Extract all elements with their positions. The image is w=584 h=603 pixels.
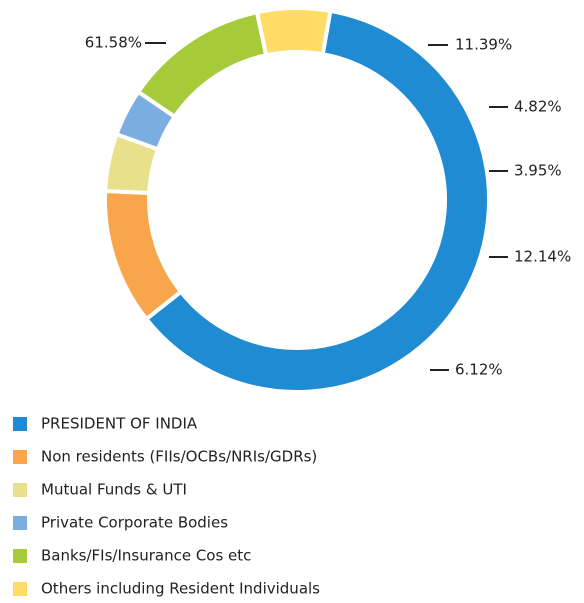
value-label: 3.95% [514,162,562,180]
legend-label: Non residents (FIIs/OCBs/NRIs/GDRs) [41,448,317,466]
legend-label: Others including Resident Individuals [41,580,320,598]
legend-swatch [13,417,27,431]
legend-label: PRESIDENT OF INDIA [41,415,198,433]
slice [103,188,184,322]
slice [135,9,269,120]
legend-swatch [13,582,27,596]
value-label: 6.12% [455,361,503,379]
slice [254,6,333,58]
legend-swatch [13,483,27,497]
legend-label: Banks/FIs/Insurance Cos etc [41,547,251,565]
value-label: 11.39% [455,36,512,54]
value-label: 4.82% [514,98,562,116]
legend-label: Private Corporate Bodies [41,514,228,532]
legend-label: Mutual Funds & UTI [41,481,187,499]
slice [143,8,491,394]
legend-swatch [13,450,27,464]
legend-swatch [13,516,27,530]
value-label: 12.14% [514,248,571,266]
legend-swatch [13,549,27,563]
value-label: 61.58% [85,34,142,52]
